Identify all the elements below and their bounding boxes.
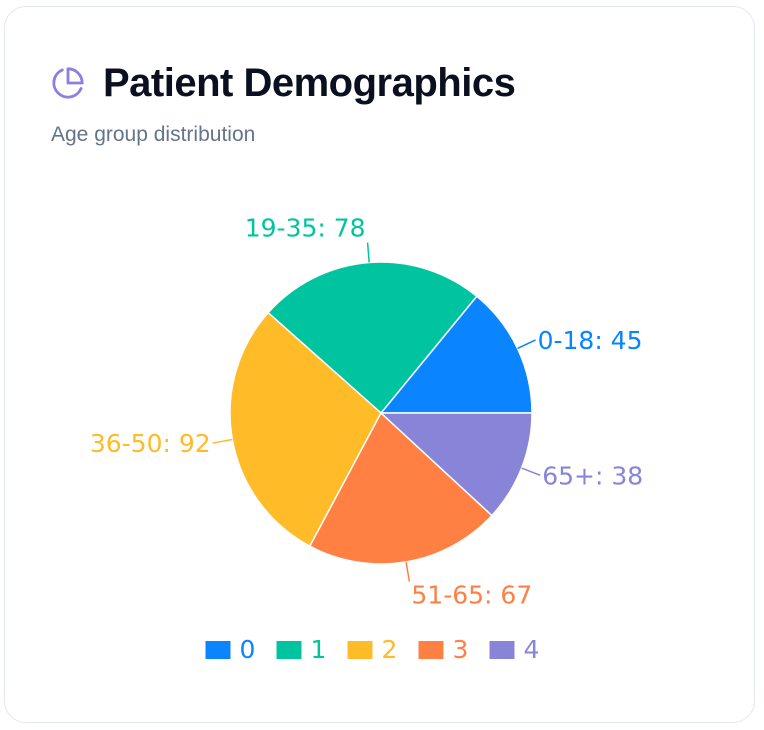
slice-leader-1 [366,242,370,263]
slice-leader-4 [521,467,541,477]
pie-slice-2[interactable] [229,311,382,548]
legend-swatch-2 [347,641,373,659]
slice-leader-3 [405,561,411,582]
pie-slices [229,261,533,565]
legend-swatch-1 [276,641,302,659]
legend-swatch-4 [489,641,515,659]
slice-label-4: 65+: 38 [542,461,643,490]
slice-labels: 0-18: 45 19-35: 78 36-50: 92 51-65: 67 65+: … [90,214,643,610]
legend-label-3: 3 [453,635,469,664]
slice-label-2: 36-50: 92 [90,429,211,458]
pie-chart-icon [52,67,84,99]
pie-slice-1[interactable] [267,261,478,415]
legend-item-3[interactable]: 3 [418,635,469,664]
slice-label-3: 51-65: 67 [411,581,532,610]
legend-item-1[interactable]: 1 [276,635,327,664]
legend-item-2[interactable]: 2 [347,635,398,664]
page-title: Patient Demographics [103,61,516,105]
slice-label-leaders [212,242,541,582]
legend-label-1: 1 [311,635,327,664]
legend-label-4: 4 [524,635,540,664]
legend-item-4[interactable]: 4 [489,635,540,664]
slice-leader-2 [212,438,233,444]
slice-label-0: 0-18: 45 [538,326,643,355]
slice-label-1: 19-35: 78 [245,214,366,243]
card-header: Patient Demographics [51,59,516,107]
slice-leader-0 [517,339,536,350]
chart-subtitle: Age group distribution [51,123,256,146]
legend-item-0[interactable]: 0 [205,635,256,664]
chart-legend: 0 1 2 3 4 [205,635,540,664]
legend-label-0: 0 [240,635,256,664]
legend-label-2: 2 [382,635,398,664]
legend-swatch-3 [418,641,444,659]
legend-swatch-0 [205,641,231,659]
